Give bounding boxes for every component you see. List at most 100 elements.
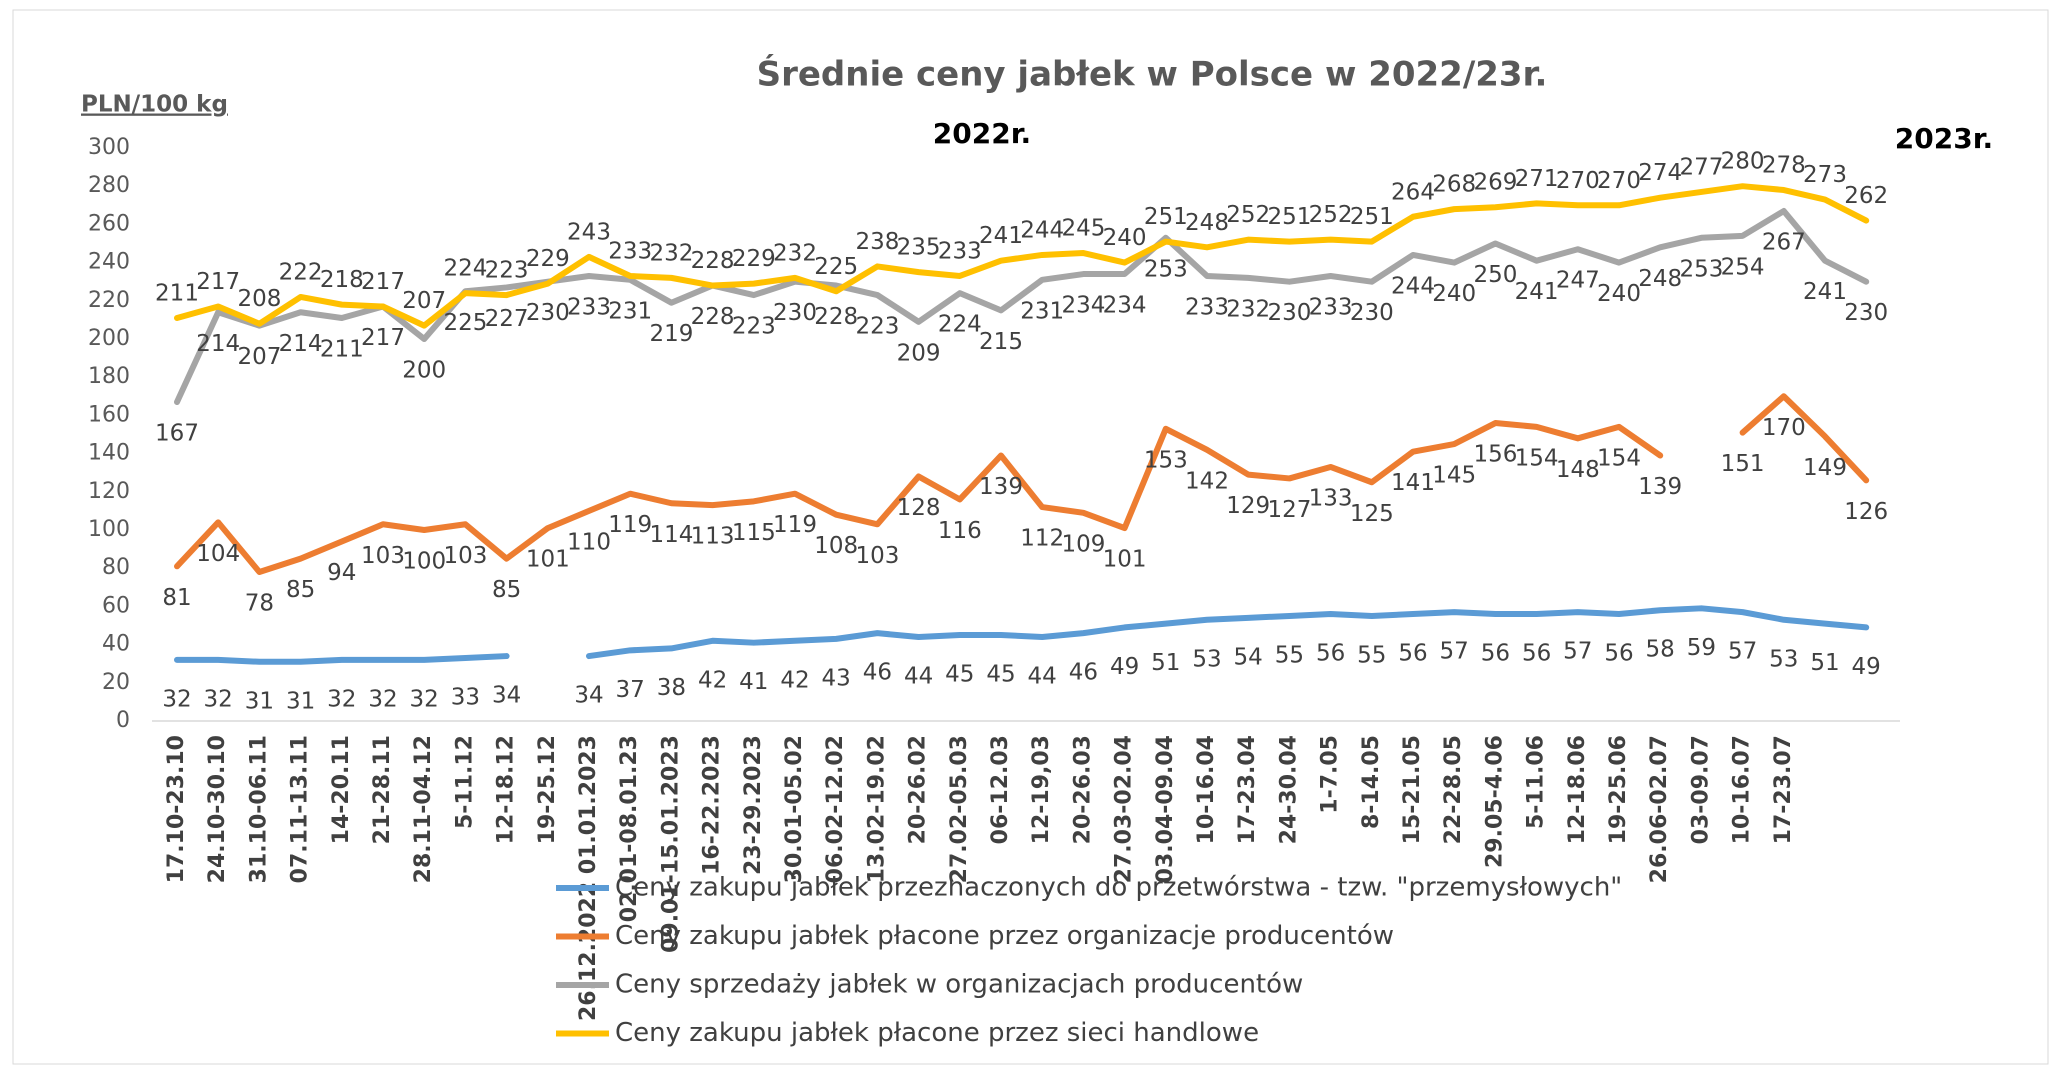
data-label: 207 <box>237 344 281 370</box>
data-label: 94 <box>327 560 356 586</box>
data-label: 56 <box>1522 641 1551 667</box>
data-label: 262 <box>1844 183 1888 209</box>
data-label: 253 <box>1144 256 1188 282</box>
data-label: 228 <box>691 248 735 274</box>
data-label: 154 <box>1597 445 1641 471</box>
data-label: 253 <box>1679 256 1723 282</box>
data-label: 217 <box>196 269 240 295</box>
data-label: 267 <box>1762 230 1806 256</box>
data-label: 100 <box>402 549 446 575</box>
data-label: 250 <box>1473 262 1517 288</box>
data-label: 254 <box>1721 254 1765 280</box>
data-label: 229 <box>526 246 570 272</box>
y-tick-label: 140 <box>88 441 130 466</box>
x-tick-label: 29.05-4.06 <box>1482 735 1507 868</box>
data-label: 268 <box>1432 172 1476 198</box>
x-tick-label: 22-28.05 <box>1441 735 1466 844</box>
x-tick-label: 24-30.04 <box>1276 735 1301 844</box>
x-tick-label: 23-29.2023 <box>741 735 766 875</box>
x-tick-label: 31.10-06.11 <box>246 735 271 883</box>
x-tick-label: 06.02-12.02 <box>823 735 848 883</box>
x-tick-label: 16-22.2023 <box>700 735 725 875</box>
data-label: 46 <box>1069 660 1098 686</box>
data-label: 233 <box>567 294 611 320</box>
legend-label: Ceny zakupu jabłek przeznaczonych do prz… <box>615 873 1622 903</box>
data-label: 32 <box>204 686 233 712</box>
data-label: 240 <box>1432 281 1476 307</box>
data-label: 46 <box>863 660 892 686</box>
data-label: 244 <box>1391 273 1435 299</box>
data-label: 59 <box>1687 635 1716 661</box>
y-tick-label: 160 <box>88 402 130 427</box>
series-line <box>586 605 1870 660</box>
data-label: 33 <box>451 684 480 710</box>
data-label: 269 <box>1473 170 1517 196</box>
data-label: 208 <box>237 286 281 312</box>
data-label: 252 <box>1309 202 1353 228</box>
data-label: 32 <box>410 686 439 712</box>
data-label: 248 <box>1185 210 1229 236</box>
legend-label: Ceny zakupu jabłek płacone przez sieci h… <box>615 1018 1259 1048</box>
data-label: 240 <box>1103 225 1147 251</box>
data-label: 31 <box>245 688 274 714</box>
x-tick-label: 03-09.07 <box>1688 735 1713 844</box>
data-label: 200 <box>402 358 446 384</box>
data-label: 103 <box>443 543 487 569</box>
data-label: 142 <box>1185 468 1229 494</box>
data-label: 170 <box>1762 415 1806 441</box>
data-label: 57 <box>1563 639 1592 665</box>
data-label: 49 <box>1110 654 1139 680</box>
x-tick-label: 20-26.02 <box>906 735 931 844</box>
data-label: 37 <box>616 677 645 703</box>
data-label: 126 <box>1844 499 1888 525</box>
data-label: 110 <box>567 529 611 555</box>
x-tick-label: 03.04-09.04 <box>1153 735 1178 883</box>
x-tick-label: 27.03-02.04 <box>1112 735 1137 883</box>
data-label: 148 <box>1556 457 1600 483</box>
data-label: 145 <box>1432 463 1476 489</box>
x-tick-label: 02.01-08.01.23 <box>617 735 642 922</box>
x-tick-label: 09.01-15.01.2023 <box>658 735 683 953</box>
x-tick-label: 06-12.03 <box>988 735 1013 844</box>
data-label: 153 <box>1144 447 1188 473</box>
data-label: 114 <box>649 522 693 548</box>
data-label: 245 <box>1061 216 1105 242</box>
data-label: 270 <box>1597 168 1641 194</box>
x-tick-label: 30.01-05.02 <box>782 735 807 883</box>
data-label: 225 <box>443 310 487 336</box>
x-tick-label: 12-18.06 <box>1565 735 1590 844</box>
legend-label: Ceny zakupu jabłek płacone przez organiz… <box>615 921 1394 951</box>
data-label: 167 <box>155 421 199 447</box>
data-label: 109 <box>1061 531 1105 557</box>
data-label: 222 <box>279 259 323 285</box>
x-tick-label: 20-26.03 <box>1070 735 1095 844</box>
data-label: 233 <box>1185 294 1229 320</box>
y-tick-label: 220 <box>88 288 130 313</box>
data-label: 234 <box>1061 293 1105 319</box>
data-label: 234 <box>1103 293 1147 319</box>
y-tick-label: 260 <box>88 211 130 236</box>
data-label: 85 <box>492 577 521 603</box>
legend-label: Ceny sprzedaży jabłek w organizacjach pr… <box>615 970 1303 1000</box>
chart-frame <box>12 9 2049 1065</box>
data-label: 219 <box>649 321 693 347</box>
x-tick-label: 8-14.05 <box>1359 735 1384 829</box>
data-label: 104 <box>196 541 240 567</box>
data-label: 274 <box>1638 160 1682 186</box>
x-tick-label: 19-25.06 <box>1606 735 1631 844</box>
data-label: 224 <box>938 312 982 338</box>
data-label: 56 <box>1398 641 1427 667</box>
chart-title: Średnie ceny jabłek w Polsce w 2022/23r. <box>757 54 1548 95</box>
data-label: 241 <box>979 223 1023 249</box>
data-label: 57 <box>1728 639 1757 665</box>
data-label: 125 <box>1350 501 1394 527</box>
data-label: 273 <box>1803 162 1847 188</box>
data-label: 217 <box>361 325 405 351</box>
data-label: 230 <box>1844 300 1888 326</box>
x-tick-label: 15-21.05 <box>1400 735 1425 844</box>
data-label: 112 <box>1020 526 1064 552</box>
data-label: 53 <box>1769 646 1798 672</box>
data-label: 32 <box>162 686 191 712</box>
data-label: 151 <box>1721 451 1765 477</box>
